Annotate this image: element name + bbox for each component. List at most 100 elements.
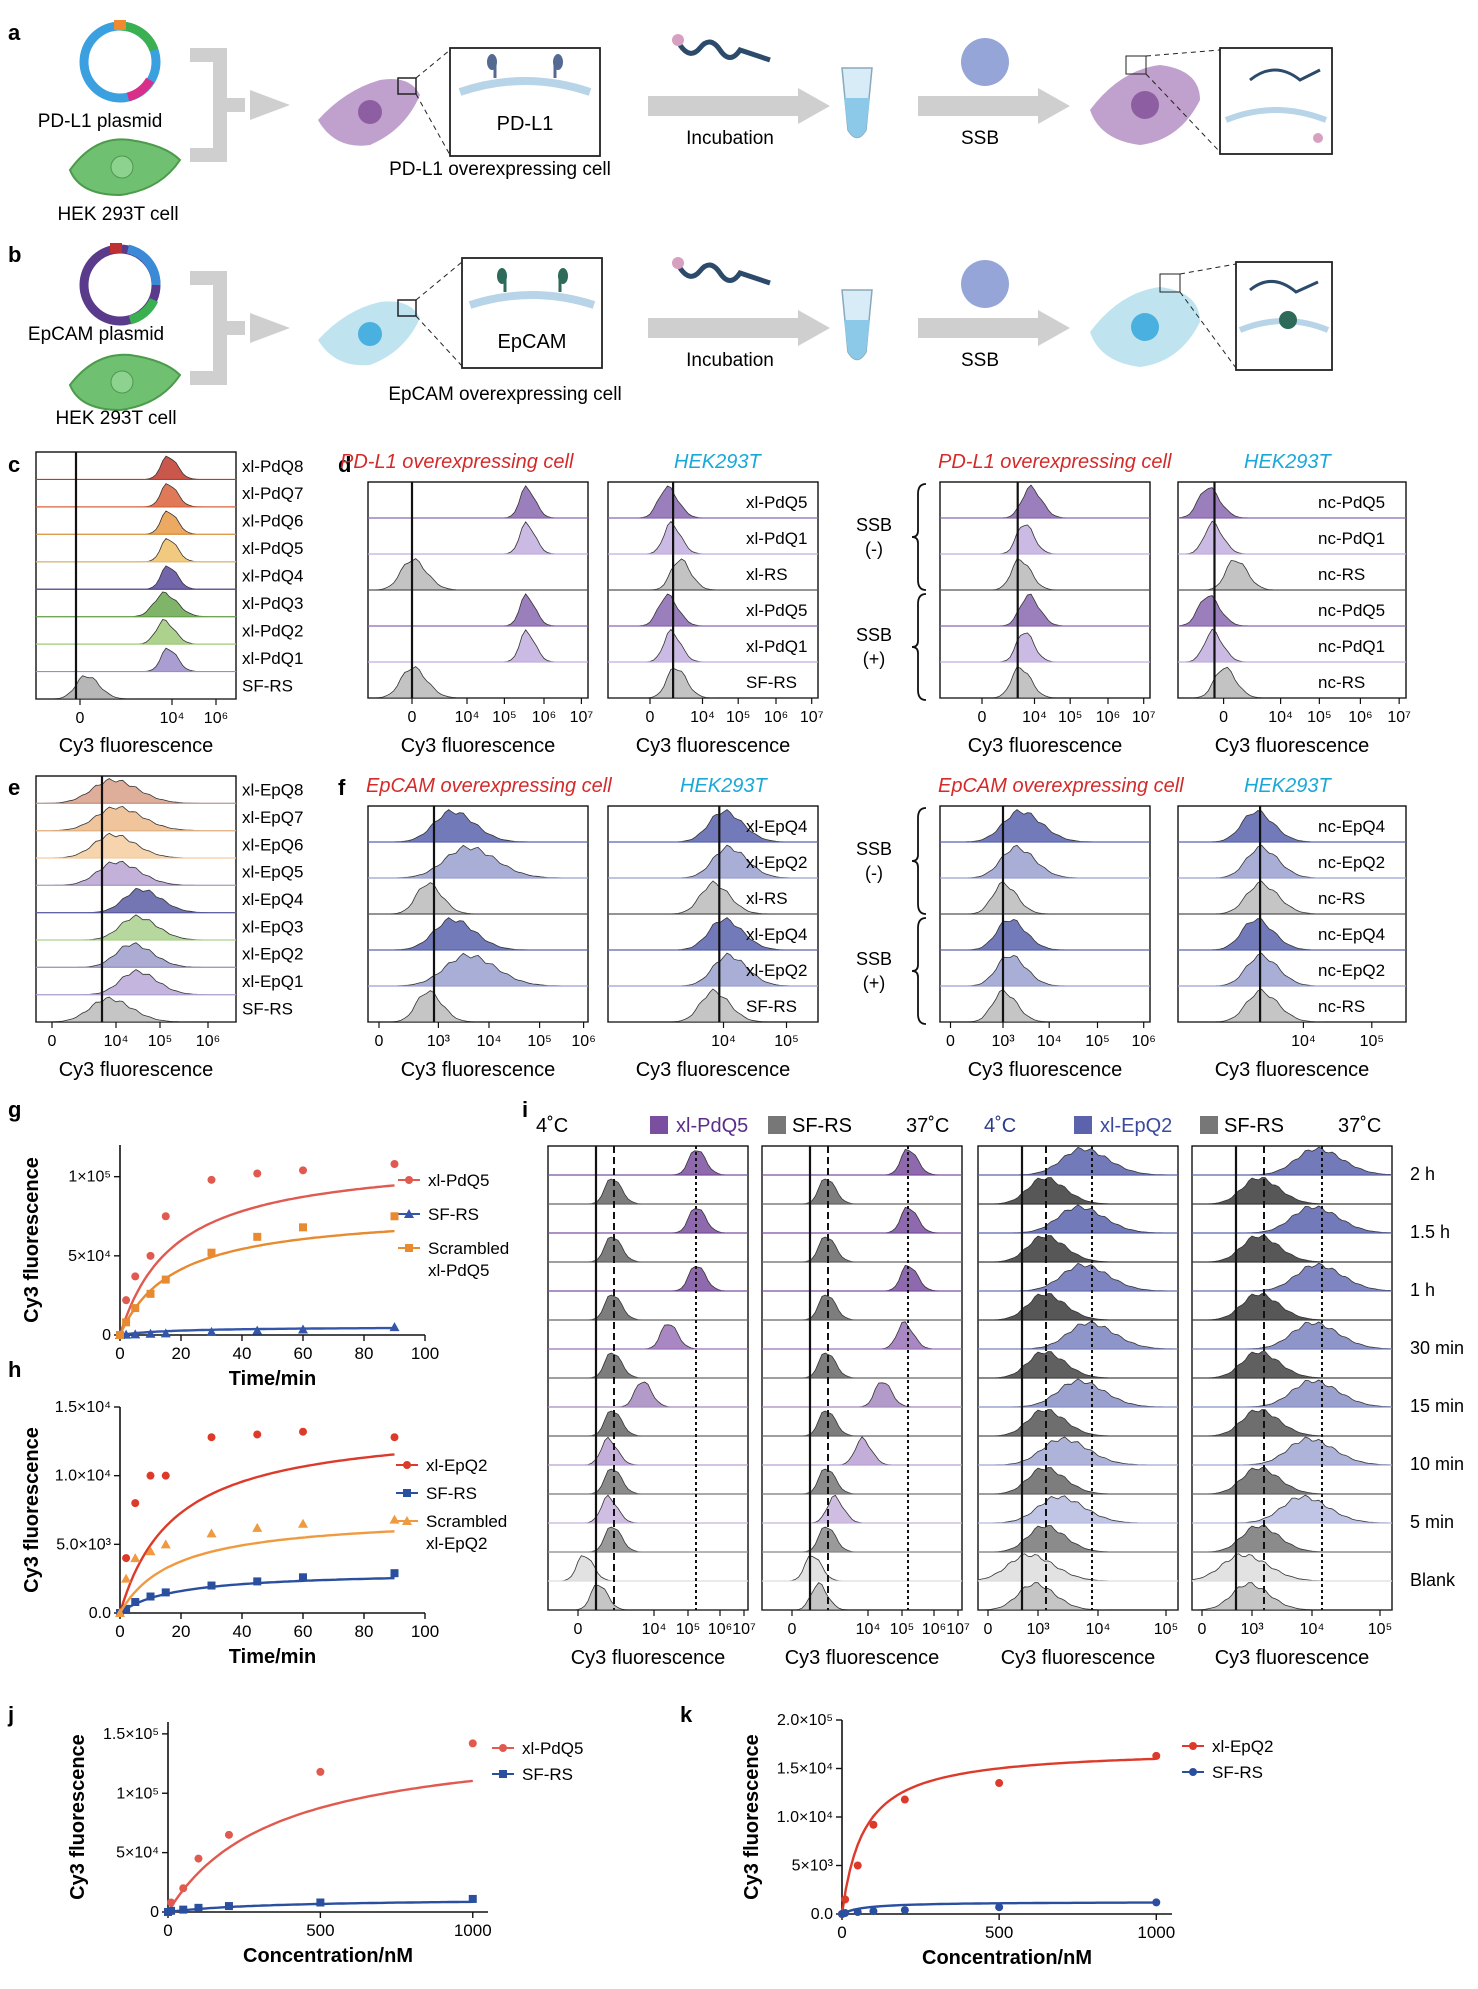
chart-g-legend-marker-2 bbox=[405, 1244, 413, 1252]
chart-g-legend-label-0-0: xl-PdQ5 bbox=[428, 1171, 489, 1190]
chart-g-point-0-6 bbox=[253, 1169, 262, 1178]
panel-e-row-label-2: xl-EpQ6 bbox=[242, 835, 303, 854]
chart-h-point-0-6 bbox=[253, 1430, 262, 1439]
chart-g-xtick-label-0: 0 bbox=[115, 1344, 124, 1363]
panel-i-legend-swatch-sf bbox=[768, 1116, 786, 1134]
panel-f-title-left-2: EpCAM overexpressing cell bbox=[938, 775, 1184, 797]
panel-i-4-tick-label-1: 10³ bbox=[1240, 1621, 1264, 1638]
chart-h-point-2-3 bbox=[145, 1546, 156, 1556]
panel-i-4-tick-label-3: 10⁵ bbox=[1368, 1621, 1392, 1638]
chart-g-ytick-label-1: 5×10⁴ bbox=[68, 1248, 111, 1265]
panel-f-ssb-minus-brace bbox=[911, 807, 927, 915]
chart-k-legend-marker-0 bbox=[1189, 1742, 1197, 1750]
panel-i-3-tick-label-1: 10³ bbox=[1026, 1621, 1050, 1638]
panel-d-4-tick-label-2: 10⁵ bbox=[1307, 709, 1331, 726]
chart-k-ytick-label-1: 5×10³ bbox=[792, 1858, 834, 1875]
panel-f-3-hist-5 bbox=[940, 988, 1150, 1023]
chart-h-xlabel: Time/min bbox=[229, 1646, 316, 1668]
panel-f-2-xlabel: Cy3 fluorescence bbox=[636, 1059, 791, 1081]
panel-letter-j: j bbox=[7, 1702, 14, 1727]
panel-i-temp-4-a: 4˚C bbox=[536, 1115, 568, 1137]
panel-i-2-tick-label-2: 10⁵ bbox=[890, 1621, 914, 1638]
panel-f-1-tick-label-4: 10⁶ bbox=[571, 1033, 595, 1050]
panel-d-4-tick-label-3: 10⁶ bbox=[1348, 709, 1372, 726]
panel-d-3-hist-5 bbox=[940, 666, 1150, 699]
panel-d-2-row-label-1: xl-PdQ1 bbox=[746, 529, 807, 548]
plasmid-label-a: PD-L1 plasmid bbox=[38, 111, 163, 132]
chart-j-ylabel: Cy3 fluorescence bbox=[67, 1734, 89, 1900]
panel-letter-c: c bbox=[8, 452, 20, 477]
chart-h-xtick-label-5: 100 bbox=[411, 1622, 439, 1641]
panel-e-row-label-7: xl-EpQ1 bbox=[242, 972, 303, 991]
panel-d-title-right-2: HEK293T bbox=[1244, 451, 1332, 473]
panel-letter-f: f bbox=[338, 775, 346, 800]
chart-h-xtick-label-4: 80 bbox=[355, 1622, 374, 1641]
panel-d-2-tick-label-3: 10⁶ bbox=[764, 709, 788, 726]
chart-g-point-1-3 bbox=[145, 1328, 156, 1338]
panel-e-row-label-8: SF-RS bbox=[242, 999, 293, 1018]
chart-g-xtick-label-1: 20 bbox=[172, 1344, 191, 1363]
panel-i-legend-swatch-sf-2 bbox=[1200, 1116, 1218, 1134]
panel-f-2-row-label-2: xl-RS bbox=[746, 889, 788, 908]
chart-k-point-0-6 bbox=[1152, 1751, 1161, 1760]
panel-i-4-xlabel: Cy3 fluorescence bbox=[1215, 1647, 1370, 1669]
panel-d-ssb-minus-brace-label-2: (-) bbox=[865, 539, 883, 559]
chart-j-legend-label-1-0: SF-RS bbox=[522, 1765, 573, 1784]
histogram-panel-e: xl-EpQ8 xl-EpQ7 xl-EpQ6 xl-EpQ5 xl-EpQ4 xl-Ep… bbox=[35, 775, 303, 1081]
chart-g-legend-marker-1 bbox=[404, 1209, 414, 1218]
chart-k-fit-0 bbox=[840, 1757, 1157, 1915]
chart-h-point-1-2 bbox=[131, 1598, 140, 1607]
chart-h-fit-2 bbox=[118, 1530, 395, 1614]
panel-d-4-row-label-3: nc-PdQ5 bbox=[1318, 601, 1385, 620]
chart-g-point-2-3 bbox=[146, 1289, 155, 1298]
panel-f-ssb-minus-brace-label-2: (-) bbox=[865, 863, 883, 883]
panel-d-3-tick-label-0: 0 bbox=[978, 709, 987, 726]
panel-i-2-tick-label-1: 10⁴ bbox=[856, 1621, 881, 1638]
chart-h-ytick-label-1: 5.0×10³ bbox=[56, 1536, 111, 1553]
chart-k-xtick-label-0: 0 bbox=[837, 1923, 846, 1942]
histogram-panel-d: PD-L1 overexpressing cell HEK293T PD-L1 ov… bbox=[340, 451, 1411, 757]
panel-f-2-tick-label-1: 10⁵ bbox=[774, 1033, 798, 1050]
panel-f-3-xlabel: Cy3 fluorescence bbox=[968, 1059, 1123, 1081]
panel-f-3-tick-label-1: 10³ bbox=[991, 1033, 1015, 1050]
panel-d-4-row-label-5: nc-RS bbox=[1318, 673, 1365, 692]
chart-g-point-1-4 bbox=[160, 1328, 171, 1338]
receptor-label-a: PD-L1 bbox=[497, 113, 554, 135]
panel-i-3-xlabel: Cy3 fluorescence bbox=[1001, 1647, 1156, 1669]
chart-h-point-0-3 bbox=[146, 1471, 155, 1480]
histogram-panel-i: 4˚C xl-PdQ5 SF-RS 37˚C 4˚C xl-EpQ2 SF-RS 37˚C 2 … bbox=[536, 1115, 1464, 1669]
panel-d-2-row-label-5: SF-RS bbox=[746, 673, 797, 692]
chart-k-ytick-label-0: 0.0 bbox=[811, 1906, 833, 1923]
chart-j-point-0-3 bbox=[194, 1854, 203, 1863]
panel-c-row-label-6: xl-PdQ2 bbox=[242, 621, 303, 640]
chart-h: 0 20 40 60 80 100 0.0 5.0×10³ 1.0×10⁴ 1.5×10⁴ Time… bbox=[21, 1399, 507, 1668]
panel-d-title-left-2: PD-L1 overexpressing cell bbox=[938, 451, 1172, 473]
chart-j-legend-marker-1 bbox=[499, 1770, 507, 1778]
chart-j-point-1-1 bbox=[167, 1906, 176, 1915]
chart-h-point-2-2 bbox=[130, 1553, 141, 1563]
chart-h-point-0-7 bbox=[299, 1427, 307, 1436]
panel-d-4-tick-label-4: 10⁷ bbox=[1387, 709, 1411, 726]
panel-d-1-tick-label-3: 10⁶ bbox=[532, 709, 556, 726]
chart-k-xtick-label-2: 1000 bbox=[1137, 1923, 1175, 1942]
panel-f-2-row-label-5: SF-RS bbox=[746, 997, 797, 1016]
chart-h-point-1-5 bbox=[207, 1581, 216, 1590]
panel-e-row-label-5: xl-EpQ3 bbox=[242, 917, 303, 936]
panel-d-ssb-minus-brace bbox=[911, 483, 927, 591]
panel-d-2-tick-label-0: 0 bbox=[646, 709, 655, 726]
chart-h-ytick-label-0: 0.0 bbox=[89, 1605, 111, 1622]
chart-h-xtick-label-2: 40 bbox=[233, 1622, 252, 1641]
panel-d-3-tick-label-1: 10⁴ bbox=[1022, 709, 1047, 726]
schematic-b: EpCAM plasmid HEK 293T cell EpCAM EpCAM … bbox=[28, 243, 1333, 429]
chart-j-point-0-4 bbox=[224, 1830, 233, 1839]
panel-i-4-tick-label-2: 10⁴ bbox=[1300, 1621, 1325, 1638]
panel-i-legend-pd: xl-PdQ5 bbox=[676, 1115, 748, 1137]
chart-k-legend-label-1-0: SF-RS bbox=[1212, 1763, 1263, 1782]
panel-letter-a: a bbox=[8, 20, 21, 45]
panel-e-row-label-3: xl-EpQ5 bbox=[242, 863, 303, 882]
chart-g-legend-label-2-1: xl-PdQ5 bbox=[428, 1261, 489, 1280]
panel-e-row-label-1: xl-EpQ7 bbox=[242, 808, 303, 827]
chart-k-point-0-4 bbox=[900, 1795, 909, 1804]
chart-h-point-1-7 bbox=[299, 1573, 307, 1582]
histogram-panel-f: EpCAM overexpressing cell HEK293T EpCAM ov… bbox=[366, 775, 1407, 1081]
